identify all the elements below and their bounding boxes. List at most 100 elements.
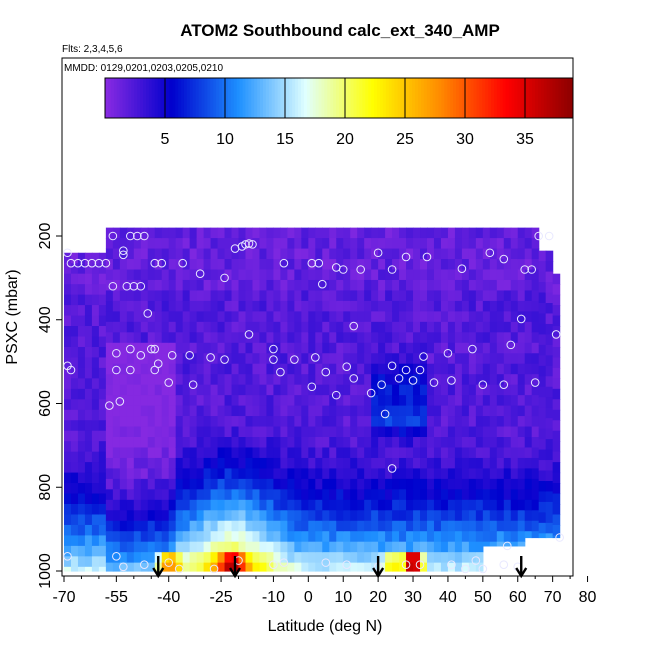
heatmap-cell <box>231 238 240 250</box>
heatmap-cell <box>98 535 107 547</box>
heatmap-cell <box>545 386 554 398</box>
heatmap-cell <box>343 374 351 386</box>
heatmap-cell <box>524 311 533 323</box>
heatmap-cell <box>440 353 449 365</box>
heatmap-cell <box>203 405 212 417</box>
heatmap-cell <box>217 478 226 490</box>
heatmap-cell <box>182 248 191 260</box>
heatmap-cell <box>468 478 477 490</box>
sample-point <box>136 281 146 291</box>
heatmap-cell <box>350 300 358 312</box>
heatmap-cell <box>399 290 407 302</box>
heatmap-cell <box>350 342 358 354</box>
y-axis-tick-label: 1000 <box>37 553 54 589</box>
sample-point <box>502 541 512 551</box>
heatmap-cell <box>77 315 86 327</box>
heatmap-cell <box>287 300 295 312</box>
heatmap-cell <box>496 499 505 511</box>
heatmap-cell <box>175 416 184 428</box>
heatmap-cell <box>77 409 86 421</box>
heatmap-cell <box>399 437 407 449</box>
heatmap-cell <box>168 248 177 260</box>
heatmap-cell <box>420 279 428 292</box>
heatmap-cell <box>545 334 554 346</box>
heatmap-cell <box>126 489 135 501</box>
heatmap-cell <box>301 489 309 501</box>
heatmap-cell <box>426 405 435 417</box>
heatmap-cell <box>161 457 170 470</box>
heatmap-cell <box>413 531 421 543</box>
heatmap-cell <box>392 332 400 344</box>
heatmap-cell <box>503 541 512 547</box>
x-axis-tick-label: -40 <box>157 589 180 606</box>
heatmap-cell <box>433 499 442 511</box>
heatmap-cell <box>315 311 323 323</box>
heatmap-cell <box>196 499 205 511</box>
heatmap-cell <box>475 489 484 501</box>
heatmap-cell <box>231 279 240 292</box>
heatmap-cell <box>252 489 261 501</box>
heatmap-cell <box>189 437 198 449</box>
heatmap-cell <box>126 562 135 572</box>
heatmap-cell <box>189 384 198 396</box>
heatmap-cell <box>357 541 365 553</box>
heatmap-cell <box>475 259 484 271</box>
heatmap-cell <box>371 416 379 428</box>
heatmap-cell <box>294 332 302 344</box>
heatmap-cell <box>301 332 309 344</box>
sample-point <box>394 374 404 383</box>
heatmap-cell <box>336 227 344 239</box>
heatmap-cell <box>426 541 435 553</box>
heatmap-cell <box>336 395 344 407</box>
heatmap-cell <box>482 489 491 501</box>
heatmap-cell <box>468 311 477 323</box>
heatmap-cell <box>266 279 275 292</box>
heatmap-cell <box>126 520 135 532</box>
x-axis-tick-label: -70 <box>52 589 75 606</box>
heatmap-cell <box>84 514 93 526</box>
heatmap-cell <box>433 531 442 543</box>
heatmap-cell <box>475 321 484 333</box>
heatmap-cell <box>287 531 295 543</box>
heatmap-cell <box>91 462 100 474</box>
heatmap-cell <box>364 520 372 532</box>
heatmap-cell <box>392 562 400 572</box>
heatmap-cell <box>447 416 456 428</box>
heatmap-cell <box>343 353 351 365</box>
heatmap-cell <box>538 480 547 493</box>
heatmap-cell <box>259 311 268 323</box>
heatmap-cell <box>503 321 512 333</box>
heatmap-cell <box>447 499 456 511</box>
colorbar-segment <box>470 78 475 118</box>
heatmap-cell <box>538 439 547 451</box>
heatmap-cell <box>364 363 372 375</box>
heatmap-cell <box>315 374 323 386</box>
heatmap-cell <box>126 342 135 354</box>
colorbar-segment <box>429 78 434 118</box>
heatmap-cell <box>545 407 554 419</box>
sample-point <box>119 246 128 255</box>
heatmap-cell <box>538 365 547 377</box>
heatmap-cell <box>126 363 135 375</box>
heatmap-cell <box>406 520 414 532</box>
colorbar-segment <box>277 78 281 118</box>
heatmap-cell <box>482 541 491 547</box>
heatmap-cell <box>426 248 435 260</box>
heatmap-cell <box>245 405 254 417</box>
colorbar-segment <box>268 78 273 118</box>
heatmap-cell <box>538 271 547 283</box>
heatmap-cell <box>454 426 463 438</box>
heatmap-cell <box>329 405 337 417</box>
heatmap-cell <box>524 468 533 480</box>
heatmap-cell <box>454 395 463 407</box>
heatmap-cell <box>280 384 288 396</box>
heatmap-cell <box>420 510 428 522</box>
sample-point <box>530 378 540 387</box>
sample-point <box>317 279 327 289</box>
heatmap-cell <box>336 499 344 511</box>
heatmap-cell <box>503 447 512 459</box>
heatmap-cell <box>343 510 351 522</box>
heatmap-cell <box>399 416 407 428</box>
heatmap-cell <box>378 395 386 407</box>
heatmap-cell <box>301 259 309 271</box>
